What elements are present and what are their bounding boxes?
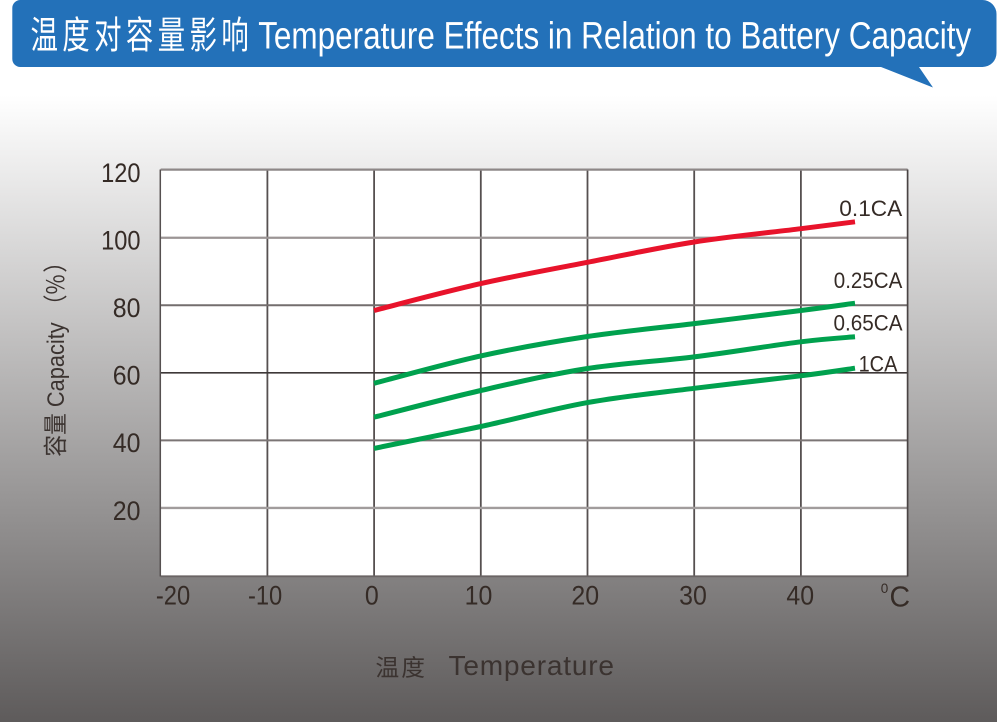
svg-text:0: 0 [881,581,889,596]
svg-text:80: 80 [113,293,141,323]
svg-text:60: 60 [113,361,141,391]
svg-text:0.25CA: 0.25CA [834,268,903,293]
svg-text:100: 100 [101,226,140,256]
svg-text:30: 30 [679,581,707,611]
svg-text:120: 120 [101,158,140,188]
svg-text:10: 10 [465,581,493,611]
svg-text:0: 0 [365,581,379,611]
svg-text:C: C [890,582,911,614]
svg-text:20: 20 [571,581,599,611]
svg-text:-10: -10 [248,581,282,611]
svg-text:1CA: 1CA [859,351,898,376]
svg-text:Capacity: Capacity [43,322,70,407]
svg-text:Temperature: Temperature [449,650,615,681]
svg-text:0.1CA: 0.1CA [839,196,902,221]
svg-text:-20: -20 [156,581,190,611]
svg-text:Temperature Effects in Relatio: Temperature Effects in Relation to Batte… [258,15,971,57]
svg-text:40: 40 [113,428,141,458]
svg-text:40: 40 [786,581,814,611]
svg-text:20: 20 [113,496,141,526]
svg-text:0.65CA: 0.65CA [834,310,903,335]
